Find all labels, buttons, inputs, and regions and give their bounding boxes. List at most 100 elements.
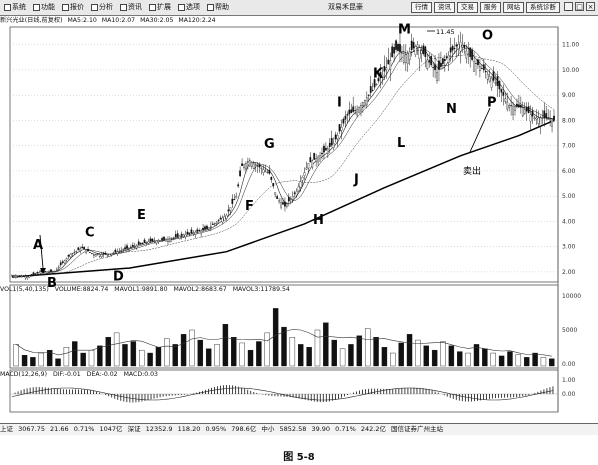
macd-tick-label: 0.00 [562, 391, 576, 398]
report-icon [62, 4, 69, 11]
quick-buttons: 行情 资讯 交易 服务 网站 系统诊断 [411, 2, 560, 13]
candle-body [112, 252, 115, 254]
candle-body [514, 106, 516, 111]
candle-body [451, 45, 454, 51]
mavol3-value: MAVOL3:11789.54 [232, 286, 290, 293]
candle-body [414, 46, 417, 55]
candle-body [338, 124, 341, 132]
news-button[interactable]: 资讯 [434, 2, 455, 13]
candle-body [30, 274, 33, 276]
close-button[interactable]: × [586, 2, 595, 11]
candle-body [231, 198, 234, 204]
candle-body [404, 54, 407, 63]
menu-item-info[interactable]: 资讯 [120, 0, 142, 15]
zx-label: 中小 [261, 425, 275, 433]
candle-body [219, 217, 222, 220]
candle-body [354, 110, 357, 112]
a-arrow [39, 234, 44, 269]
candle-body [475, 63, 477, 64]
menu-label: 帮助 [215, 3, 229, 11]
volume-bar [88, 349, 95, 367]
volume-bar [189, 329, 195, 367]
candle-body [151, 238, 154, 242]
candle-body [519, 105, 522, 108]
candle-body [69, 254, 72, 258]
candle-body [38, 272, 41, 275]
candle-body [325, 147, 327, 151]
candle-body [260, 168, 263, 170]
candle-body [512, 105, 514, 115]
candlesticks [11, 31, 555, 281]
candle-body [422, 45, 425, 54]
candle-body [521, 107, 524, 117]
volume-bar [231, 337, 237, 367]
menu-label: 扩展 [157, 3, 171, 11]
volume-bar [549, 358, 555, 367]
candle-body [200, 230, 202, 234]
candle-body [516, 103, 518, 107]
candle-body [473, 61, 475, 72]
trade-button[interactable]: 交易 [457, 2, 478, 13]
window-title: 双易禾昆豪 [328, 3, 363, 11]
candle-body [104, 252, 107, 255]
service-button[interactable]: 服务 [480, 2, 501, 13]
quotes-button[interactable]: 行情 [411, 2, 432, 13]
candle-body [73, 251, 76, 253]
candle-body [377, 78, 380, 82]
menu-item-expand[interactable]: 扩展 [149, 0, 171, 15]
candle-body [248, 160, 251, 167]
candle-body [436, 72, 438, 81]
candle-body [496, 76, 499, 86]
candle-body [367, 94, 370, 96]
menu-item-report[interactable]: 报价 [62, 0, 84, 15]
candle-body [348, 109, 351, 115]
candle-body [406, 52, 409, 64]
candle-body [206, 225, 208, 230]
wave-label-f: F [245, 199, 254, 214]
menu-label: 分析 [99, 3, 113, 11]
sz-label: 深证 [127, 425, 141, 433]
volume-bar [423, 345, 429, 367]
candle-body [539, 117, 542, 126]
menu-item-help[interactable]: 帮助 [207, 0, 229, 15]
candle-body [77, 247, 80, 251]
menu-item-analysis[interactable]: 分析 [91, 0, 113, 15]
candle-body [132, 244, 134, 247]
volume-bar [532, 352, 538, 367]
ma120-curve [11, 119, 555, 278]
price-tick-label: 7.00 [562, 143, 576, 150]
sell-arrow [469, 107, 491, 153]
candle-body [102, 252, 105, 255]
candle-body [371, 89, 374, 91]
candle-body [91, 253, 93, 254]
candle-body [266, 171, 269, 173]
sh-label: 上证 [0, 425, 13, 433]
candle-body [11, 275, 13, 277]
candle-body [204, 226, 206, 230]
volume-bar [323, 322, 329, 367]
menu-item-options[interactable]: 选项 [178, 0, 200, 15]
volume-bar [38, 352, 45, 367]
volume-bar [72, 341, 78, 367]
candle-body [463, 45, 466, 49]
dea-value: DEA:-0.02 [86, 371, 118, 378]
candle-body [202, 227, 204, 231]
volume-bar [105, 337, 111, 367]
maximize-button[interactable]: □ [575, 2, 584, 11]
volume-bar [197, 339, 204, 367]
menu-item-function[interactable]: 功能 [33, 0, 55, 15]
candle-body [553, 115, 555, 121]
website-button[interactable]: 网站 [503, 2, 524, 13]
vol-params: VOL1(5,40,135) [0, 286, 49, 293]
volume-bar [239, 342, 245, 367]
wave-label-a: A [33, 238, 43, 253]
candle-body [326, 148, 329, 154]
diagnosis-button[interactable]: 系统诊断 [526, 2, 560, 13]
function-icon [33, 4, 40, 11]
candle-body [352, 106, 355, 112]
menu-item-system[interactable]: 系统 [4, 0, 26, 15]
help-icon [207, 4, 214, 11]
volume-bar [507, 351, 513, 367]
options-icon [178, 4, 185, 11]
minimize-button[interactable]: _ [564, 2, 573, 11]
